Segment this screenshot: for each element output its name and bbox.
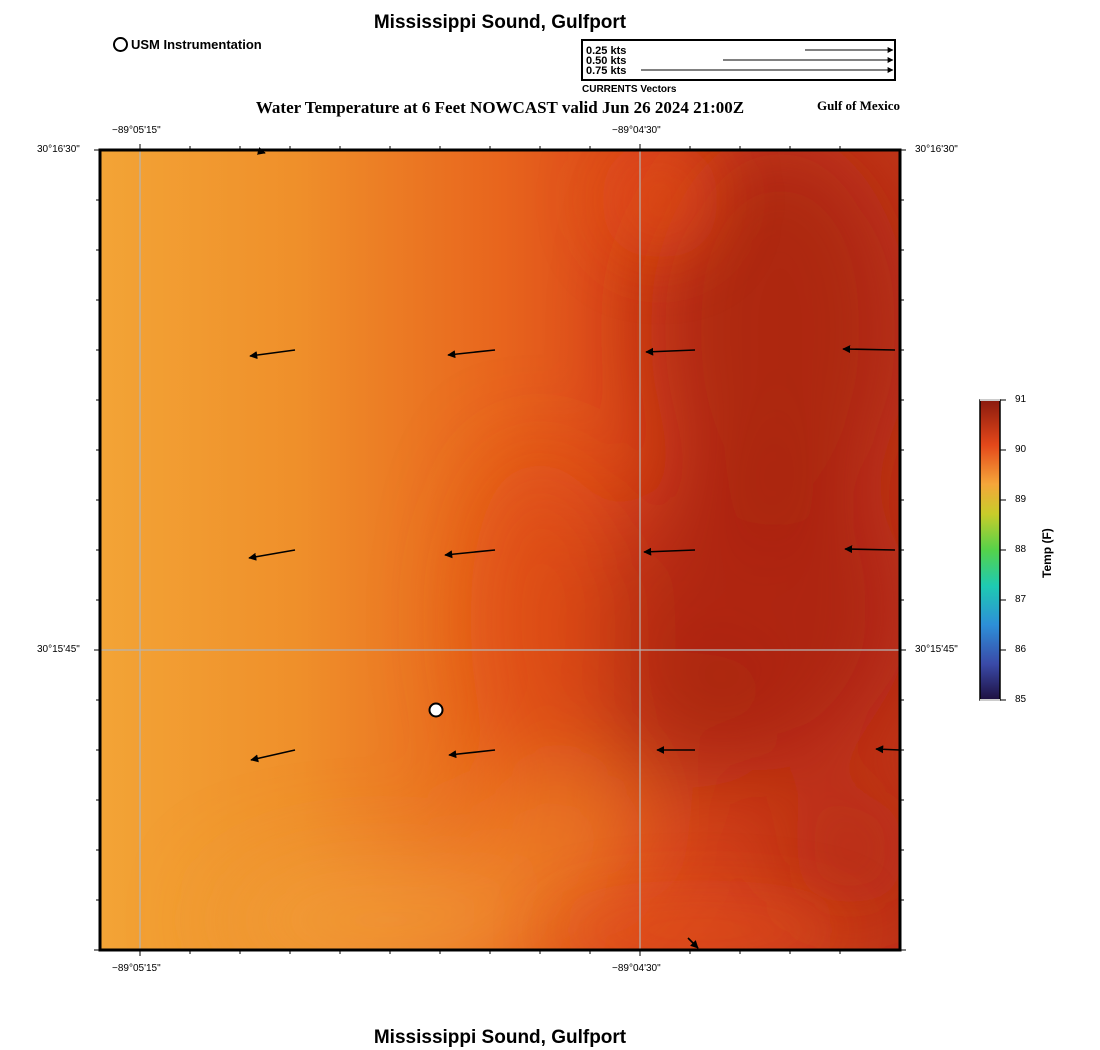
current-arrow (448, 749, 496, 759)
temperature-field (100, 150, 900, 950)
current-arrow (875, 745, 901, 754)
current-arrow (643, 547, 696, 556)
current-arrow (254, 147, 266, 155)
map-title: Mississippi Sound, Gulfport (373, 12, 627, 33)
lon-label-bottom-left: −89°05'15" (112, 963, 161, 974)
colorbar-tick: 90 (1015, 444, 1027, 455)
current-arrow (444, 549, 496, 559)
lat-label-left-top: 30°16'30" (37, 144, 80, 155)
current-arrow (447, 349, 496, 359)
usm-marker-icon (113, 37, 128, 52)
current-vectors (248, 147, 901, 949)
colorbar-tick: 87 (1015, 594, 1027, 605)
current-arrow (250, 749, 296, 763)
legend-row-025: 0.25 kts (586, 45, 627, 57)
colorbar-tick: 91 (1015, 394, 1027, 405)
legend-row-050: 0.50 kts (586, 55, 627, 67)
region-label: Gulf of Mexico (816, 98, 900, 113)
lat-label-right-mid: 30°15'45" (915, 644, 958, 655)
colorbar (979, 399, 1006, 701)
legend-row-075: 0.75 kts (586, 65, 627, 77)
legend-caption: CURRENTS Vectors (582, 84, 677, 95)
colorbar-label: Temp (F) (1040, 528, 1054, 578)
current-arrow (844, 545, 896, 554)
lon-label-bottom-right: −89°04'30" (612, 963, 661, 974)
colorbar-tick: 85 (1015, 694, 1027, 705)
colorbar-tick: 89 (1015, 494, 1027, 505)
colorbar-tick: 88 (1015, 544, 1027, 555)
current-arrow (687, 937, 699, 949)
map-subtitle: Water Temperature at 6 Feet NOWCAST vali… (255, 98, 745, 117)
frame-ticks (94, 144, 906, 956)
lat-label-right-top: 30°16'30" (915, 144, 958, 155)
usm-station-marker[interactable] (428, 702, 444, 718)
legend-arrows (641, 47, 894, 73)
currents-legend: 0.25 kts 0.50 kts 0.75 kts (581, 39, 896, 81)
footer-title: Mississippi Sound, Gulfport (373, 1027, 627, 1048)
current-arrow (248, 549, 296, 561)
current-arrow (842, 345, 896, 354)
lon-label-top-right: −89°04'30" (612, 125, 661, 136)
lon-label-top-left: −89°05'15" (112, 125, 161, 136)
colorbar-tick: 86 (1015, 644, 1027, 655)
graticule (100, 150, 900, 950)
current-arrow (645, 347, 696, 356)
lat-label-left-mid: 30°15'45" (37, 644, 80, 655)
current-arrow (249, 349, 296, 360)
usm-legend-label: USM Instrumentation (131, 37, 262, 52)
usm-legend: USM Instrumentation (113, 37, 262, 52)
